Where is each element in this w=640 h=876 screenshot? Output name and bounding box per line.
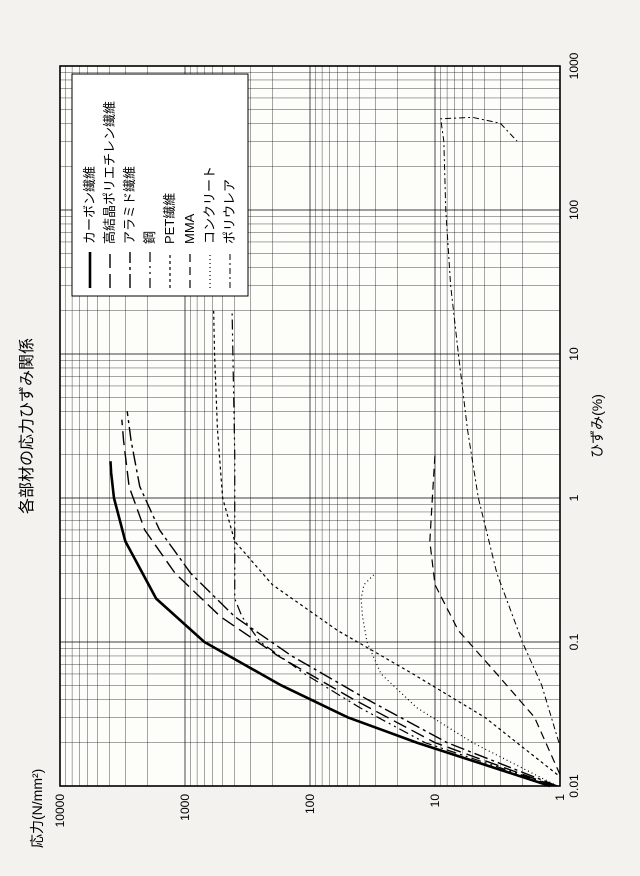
x-tick: 0.01 — [567, 774, 581, 798]
x-tick: 100 — [567, 200, 581, 220]
x-tick: 10 — [567, 347, 581, 361]
y-tick: 100 — [303, 794, 317, 814]
chart-container: 0.01 0.1 1 10 100 1000 1 10 100 1000 10000 ひずみ(%) 応力… — [0, 0, 640, 876]
y-tick: 1000 — [178, 794, 192, 821]
legend-label-hppe: 高結晶ポリエチレン繊維 — [102, 101, 117, 244]
x-tick: 1 — [567, 494, 581, 501]
x-tick: 1000 — [567, 52, 581, 79]
y-axis-label: 応力(N/mm²) — [29, 769, 45, 848]
legend-label-steel: 鋼 — [142, 231, 157, 244]
y-tick: 10 — [428, 794, 442, 808]
legend-label-concrete: コンクリート — [202, 166, 217, 244]
stress-strain-chart: 0.01 0.1 1 10 100 1000 1 10 100 1000 10000 ひずみ(%) 応力… — [0, 0, 640, 876]
x-axis-label: ひずみ(%) — [589, 394, 605, 458]
chart-title: 各部材の応力ひずみ関係 — [18, 338, 36, 514]
y-tick: 1 — [553, 794, 567, 801]
y-tick: 10000 — [53, 794, 67, 828]
legend-label-mma: MMA — [182, 213, 197, 244]
legend-label-pet: PET繊維 — [162, 193, 177, 244]
legend-label-carbon: カーボン繊維 — [82, 166, 97, 244]
legend-label-aramid: アラミド繊維 — [122, 166, 137, 244]
x-tick: 0.1 — [567, 633, 581, 650]
legend-label-polyurea: ポリウレア — [222, 179, 237, 244]
page: 0.01 0.1 1 10 100 1000 1 10 100 1000 10000 ひずみ(%) 応力… — [0, 0, 640, 876]
